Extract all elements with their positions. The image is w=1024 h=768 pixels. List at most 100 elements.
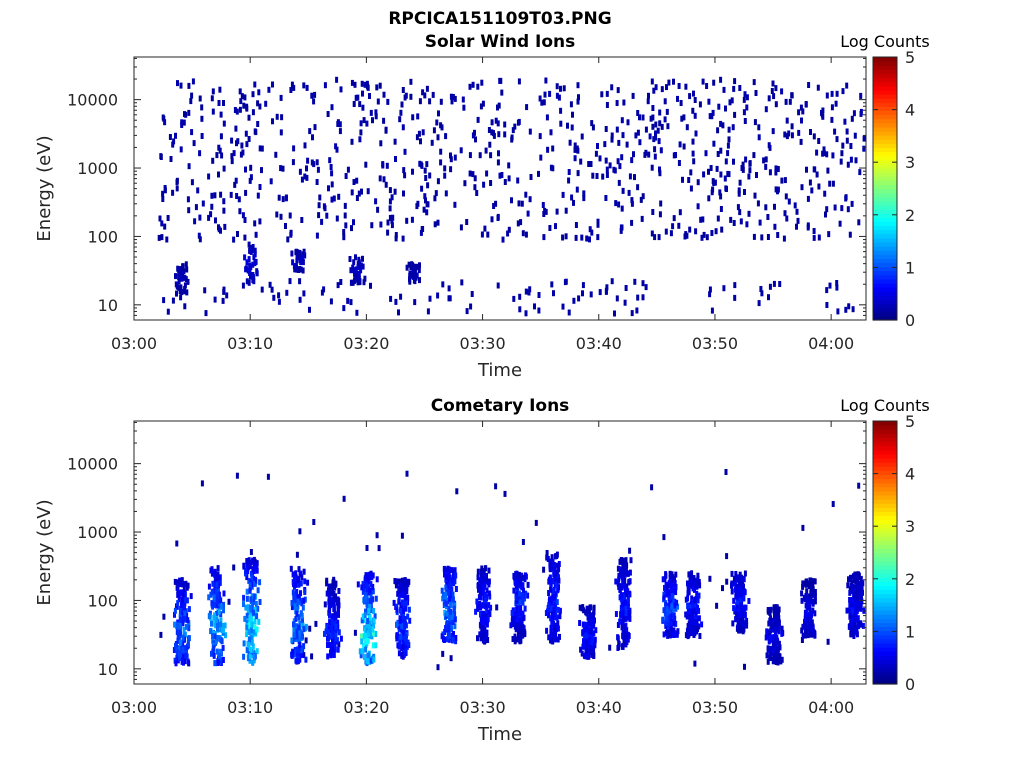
heatmap-cell [617,576,621,583]
heatmap-cell [826,638,830,645]
heatmap-cell [732,575,736,582]
heatmap-cell [298,620,302,627]
heatmap-cell [420,185,424,192]
heatmap-cell [725,186,728,192]
heatmap-cell [564,278,568,285]
heatmap-cell [672,78,675,85]
heatmap-cell [391,214,395,221]
heatmap-cell [350,189,354,196]
colorbar-frame [872,56,898,321]
heatmap-cell [294,570,298,577]
heatmap-cell [551,638,555,645]
heatmap-cell [625,603,629,610]
heatmap-cell [365,633,368,640]
heatmap-cell [689,623,693,630]
heatmap-cell [453,567,457,574]
heatmap-cell [503,121,507,128]
heatmap-cell [180,577,184,584]
heatmap-cell [222,590,226,597]
heatmap-cell [374,631,378,637]
heatmap-cell [852,573,856,580]
heatmap-cell [720,226,724,233]
heatmap-cell [404,621,407,628]
heatmap-cell [519,219,523,226]
heatmap-cell [189,98,193,105]
heatmap-cell [589,604,593,611]
colorbar-segment [873,176,897,181]
heatmap-cell [302,626,306,633]
heatmap-cell [724,158,728,165]
heatmap-cell [448,618,452,625]
heatmap-cell [172,138,176,145]
heatmap-cell [811,582,815,589]
heatmap-cell [853,627,857,634]
heatmap-cell [854,157,858,164]
heatmap-cell [522,626,526,633]
heatmap-cell [297,581,301,588]
heatmap-cell [247,623,251,630]
heatmap-cell [747,210,751,217]
heatmap-cell [246,609,250,616]
heatmap-cell [694,582,698,589]
heatmap-cell [769,655,773,661]
heatmap-cell [679,100,683,106]
heatmap-cell [349,267,353,274]
heatmap-cell [773,608,776,615]
heatmap-cell [589,161,593,167]
heatmap-cell [399,633,403,640]
colorbar-segment [873,544,897,549]
heatmap-cell [439,148,443,155]
heatmap-cell [221,657,225,663]
heatmap-cell [211,88,215,95]
colorbar-segment [873,667,897,673]
heatmap-cell [186,658,190,665]
heatmap-cell [853,584,857,591]
heatmap-cell [669,613,673,620]
heatmap-cell [450,613,454,620]
heatmap-cell [419,138,422,145]
heatmap-cell [186,617,190,624]
heatmap-cell [428,98,432,105]
heatmap-cell [737,190,741,197]
heatmap-cell [382,117,386,124]
heatmap-cell [520,618,524,625]
colorbar-segment [873,425,897,430]
heatmap-cell [774,169,778,176]
heatmap-cell [686,595,690,602]
heatmap-cell [835,90,839,97]
heatmap-cell [177,270,181,276]
heatmap-cell [619,227,623,234]
heatmap-cell [258,184,262,190]
heatmap-cell [496,213,500,220]
heatmap-cell [590,613,594,620]
heatmap-cell [676,603,680,610]
heatmap-cell [862,145,866,152]
heatmap-cell [524,231,528,238]
colorbar-segment [873,441,897,447]
heatmap-cell [518,614,522,621]
heatmap-cell [677,83,681,89]
heatmap-cell [178,577,182,584]
heatmap-cell [185,643,189,650]
heatmap-cell [404,634,408,640]
heatmap-cell [397,596,401,603]
heatmap-cell [622,99,626,106]
heatmap-cell [503,179,507,185]
heatmap-cell [730,97,734,104]
heatmap-cell [624,587,627,594]
heatmap-cell [754,90,758,96]
heatmap-cell [520,629,524,635]
heatmap-cell [247,136,251,142]
heatmap-cell [772,93,776,100]
heatmap-cell [621,563,625,570]
heatmap-cell [239,151,243,158]
heatmap-cell [739,218,743,225]
heatmap-cell [390,222,394,229]
colorbar-segment [873,671,897,677]
heatmap-cell [559,85,562,92]
heatmap-cell [497,102,501,109]
heatmap-cell [617,179,621,186]
heatmap-cell [161,196,165,202]
heatmap-cell [588,619,592,626]
heatmap-cell [248,653,252,660]
